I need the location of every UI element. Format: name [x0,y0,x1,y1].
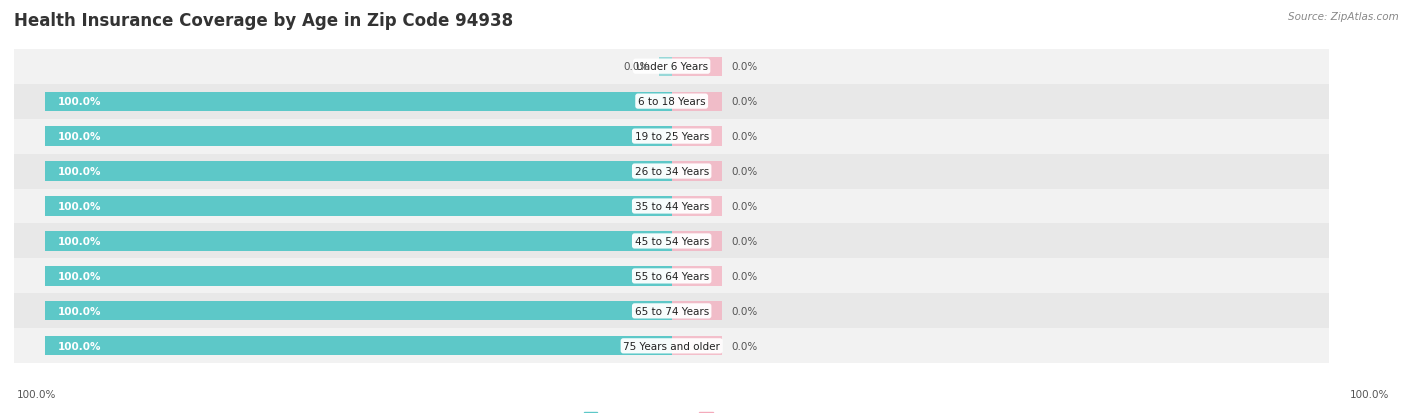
Text: 0.0%: 0.0% [731,306,758,316]
Bar [45,127,672,146]
Bar [672,57,721,76]
Text: 100.0%: 100.0% [58,271,101,281]
Bar [14,154,1329,189]
Bar [45,301,672,321]
Text: 0.0%: 0.0% [731,166,758,177]
Bar [672,92,721,112]
Text: 0.0%: 0.0% [731,132,758,142]
Text: 0.0%: 0.0% [731,271,758,281]
Bar [672,162,721,181]
Text: 0.0%: 0.0% [731,62,758,72]
Text: 0.0%: 0.0% [731,236,758,247]
Bar [45,267,672,286]
Text: 26 to 34 Years: 26 to 34 Years [634,166,709,177]
Bar [672,127,721,146]
Text: 0.0%: 0.0% [731,202,758,211]
Bar [14,84,1329,119]
Bar [45,162,672,181]
Text: 100.0%: 100.0% [58,236,101,247]
Bar [45,197,672,216]
Text: 6 to 18 Years: 6 to 18 Years [638,97,706,107]
Text: 100.0%: 100.0% [58,202,101,211]
Text: 0.0%: 0.0% [623,62,650,72]
Bar [45,232,672,251]
Text: 100.0%: 100.0% [58,306,101,316]
Bar [14,50,1329,84]
Text: 100.0%: 100.0% [1350,389,1389,399]
Text: 0.0%: 0.0% [731,341,758,351]
Text: 35 to 44 Years: 35 to 44 Years [634,202,709,211]
Text: 19 to 25 Years: 19 to 25 Years [634,132,709,142]
Text: 75 Years and older: 75 Years and older [623,341,720,351]
Bar [45,337,672,356]
Text: 55 to 64 Years: 55 to 64 Years [634,271,709,281]
Bar [14,259,1329,294]
Bar [14,329,1329,363]
Text: 65 to 74 Years: 65 to 74 Years [634,306,709,316]
Text: 100.0%: 100.0% [58,166,101,177]
Bar [14,189,1329,224]
Text: Health Insurance Coverage by Age in Zip Code 94938: Health Insurance Coverage by Age in Zip … [14,12,513,30]
Text: 0.0%: 0.0% [731,97,758,107]
Text: Under 6 Years: Under 6 Years [636,62,707,72]
Text: 100.0%: 100.0% [58,341,101,351]
Text: 45 to 54 Years: 45 to 54 Years [634,236,709,247]
Text: 100.0%: 100.0% [17,389,56,399]
Text: Source: ZipAtlas.com: Source: ZipAtlas.com [1288,12,1399,22]
Bar [659,57,672,76]
Bar [45,92,672,112]
Bar [14,294,1329,329]
Bar [672,337,721,356]
Bar [672,301,721,321]
Legend: With Coverage, Without Coverage: With Coverage, Without Coverage [579,408,827,413]
Text: 100.0%: 100.0% [58,97,101,107]
Bar [14,224,1329,259]
Bar [672,267,721,286]
Text: 100.0%: 100.0% [58,132,101,142]
Bar [14,119,1329,154]
Bar [672,232,721,251]
Bar [672,197,721,216]
